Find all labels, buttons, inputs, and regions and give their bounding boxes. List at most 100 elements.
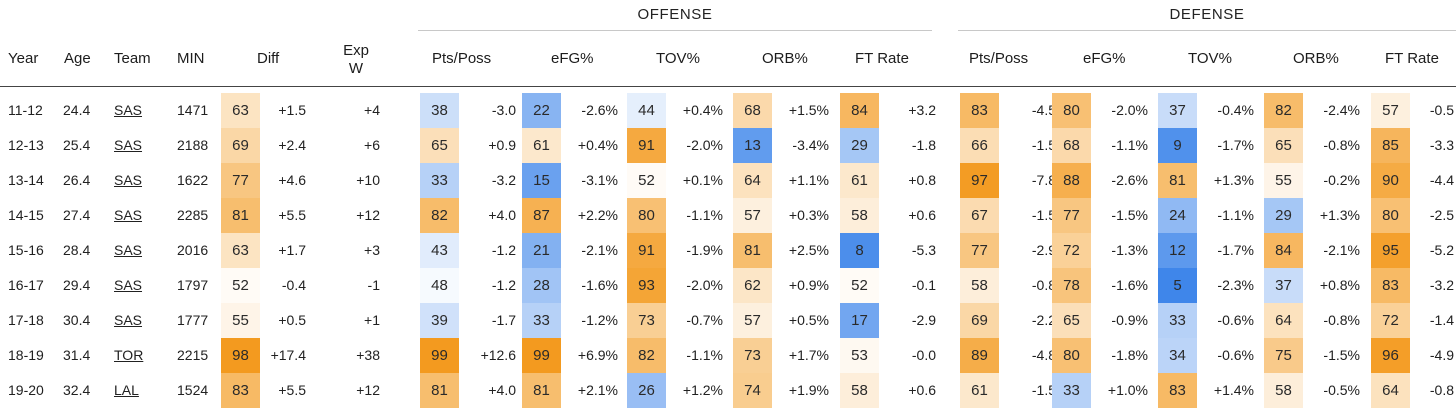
off-value: -2.6% [581, 102, 618, 118]
off-percentile: 52 [840, 268, 879, 303]
off-value: +2.1% [577, 382, 618, 398]
def-percentile: 61 [960, 373, 999, 408]
table-row: 17-18 30.4 SAS 1777 55 +0.5 +1 39 -1.7 33 -1.2% 73 -… [0, 303, 1456, 338]
min-cell: 2285 [177, 207, 209, 223]
team-link[interactable]: SAS [114, 102, 143, 118]
table-row: 18-19 31.4 TOR 2215 98 +17.4 +38 99 +12.6 99 +6.9%… [0, 338, 1456, 373]
def-value: -2.1% [1323, 242, 1360, 258]
team-link[interactable]: TOR [114, 347, 144, 363]
header-diff: Diff [257, 50, 280, 67]
off-value: -2.0% [686, 277, 723, 293]
team-link[interactable]: SAS [114, 207, 143, 223]
team-link[interactable]: SAS [114, 242, 143, 258]
off-value: +1.5% [788, 102, 829, 118]
off-value: -1.9% [686, 242, 723, 258]
diff-percentile: 63 [221, 93, 260, 128]
def-value: -1.4 [1429, 312, 1454, 328]
off-percentile: 48 [420, 268, 459, 303]
def-percentile: 77 [960, 233, 999, 268]
off-percentile: 17 [840, 303, 879, 338]
def-value: -1.3% [1111, 242, 1148, 258]
table-row: 16-17 29.4 SAS 1797 52 -0.4 -1 48 -1.2 28 -1.6% 93-… [0, 268, 1456, 303]
off-percentile: 43 [420, 233, 459, 268]
diff-percentile: 81 [221, 198, 260, 233]
off-percentile: 87 [522, 198, 561, 233]
min-cell: 1524 [177, 382, 209, 398]
off-value: +0.4% [577, 137, 618, 153]
defense-group-title: DEFENSE [1169, 6, 1245, 23]
year-cell: 12-13 [8, 137, 44, 153]
team-link[interactable]: SAS [114, 277, 143, 293]
exp-wins-cell: +4 [364, 102, 380, 118]
off-percentile: 65 [420, 128, 459, 163]
def-percentile: 58 [960, 268, 999, 303]
off-value: -1.8 [911, 137, 936, 153]
off-value: +0.1% [682, 172, 723, 188]
diff-value: +1.5 [278, 102, 306, 118]
def-percentile: 81 [1158, 163, 1197, 198]
def-percentile: 9 [1158, 128, 1197, 163]
off-percentile: 84 [840, 93, 879, 128]
def-percentile: 24 [1158, 198, 1197, 233]
def-value: -4.4 [1429, 172, 1454, 188]
off-value: +2.2% [577, 207, 618, 223]
def-value: -1.5 [1031, 137, 1056, 153]
off-percentile: 52 [627, 163, 666, 198]
def-percentile: 65 [1264, 128, 1303, 163]
header-expw-line1: Exp [343, 42, 369, 59]
off-percentile: 74 [733, 373, 772, 408]
def-percentile: 80 [1052, 338, 1091, 373]
team-link[interactable]: SAS [114, 137, 143, 153]
def-percentile: 37 [1264, 268, 1303, 303]
def-value: +1.0% [1107, 382, 1148, 398]
min-cell: 1797 [177, 277, 209, 293]
def-percentile: 69 [960, 303, 999, 338]
year-cell: 14-15 [8, 207, 44, 223]
def-value: -3.2 [1429, 277, 1454, 293]
def-value: -1.5% [1111, 207, 1148, 223]
off-percentile: 33 [420, 163, 459, 198]
off-percentile: 13 [733, 128, 772, 163]
off-value: -2.0% [686, 137, 723, 153]
off-value: -3.0 [491, 102, 516, 118]
header-def-pts-poss: Pts/Poss [969, 50, 1029, 67]
table-row: 11-12 24.4 SAS 1471 63 +1.5 +4 38 -3.0 22 -2.6% 44 +… [0, 93, 1456, 128]
off-value: -3.2 [491, 172, 516, 188]
diff-percentile: 77 [221, 163, 260, 198]
off-value: -0.1 [911, 277, 936, 293]
year-cell: 19-20 [8, 382, 44, 398]
off-value: +0.6 [908, 382, 936, 398]
off-percentile: 61 [840, 163, 879, 198]
off-percentile: 73 [733, 338, 772, 373]
off-percentile: 82 [627, 338, 666, 373]
off-percentile: 81 [733, 233, 772, 268]
off-value: -1.1% [686, 347, 723, 363]
off-value: -0.0 [911, 347, 936, 363]
header-year: Year [8, 50, 39, 67]
exp-wins-cell: +10 [356, 172, 380, 188]
team-link[interactable]: SAS [114, 172, 143, 188]
age-cell: 31.4 [63, 347, 91, 363]
team-link[interactable]: LAL [114, 382, 139, 398]
off-value: +6.9% [577, 347, 618, 363]
def-value: -2.5 [1429, 207, 1454, 223]
min-cell: 2188 [177, 137, 209, 153]
def-value: -2.2 [1031, 312, 1056, 328]
def-value: -2.6% [1111, 172, 1148, 188]
def-percentile: 29 [1264, 198, 1303, 233]
def-percentile: 97 [960, 163, 999, 198]
def-value: -0.5 [1429, 102, 1454, 118]
off-value: -1.2% [581, 312, 618, 328]
off-value: +0.8 [908, 172, 936, 188]
off-value: +4.0 [488, 207, 516, 223]
team-link[interactable]: SAS [114, 312, 143, 328]
def-percentile: 84 [1264, 233, 1303, 268]
def-percentile: 37 [1158, 93, 1197, 128]
exp-wins-cell: +1 [364, 312, 380, 328]
def-value: -1.5 [1031, 382, 1056, 398]
def-value: -0.8 [1429, 382, 1454, 398]
off-value: +0.9 [488, 137, 516, 153]
off-value: +1.2% [682, 382, 723, 398]
defense-group-rule [958, 30, 1456, 31]
def-value: -1.1% [1217, 207, 1254, 223]
